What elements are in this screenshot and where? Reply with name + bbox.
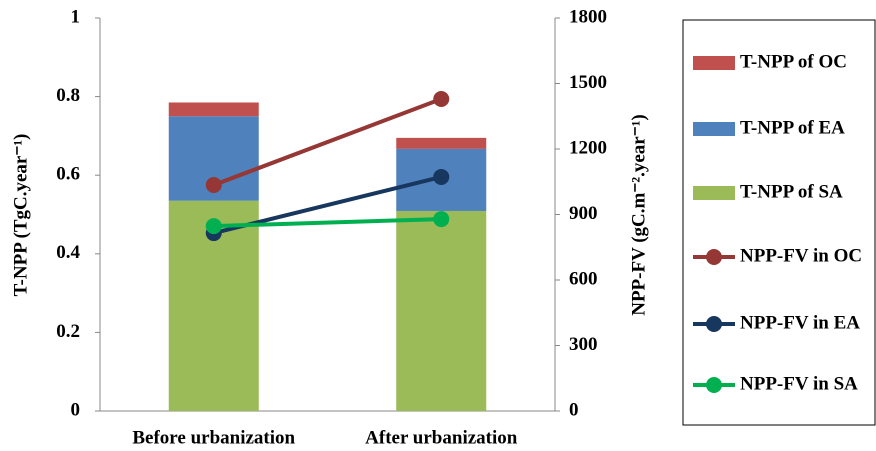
legend-label: T-NPP of OC	[740, 51, 847, 72]
y2-tick-label: 300	[569, 334, 598, 355]
line-marker	[205, 177, 222, 194]
bar-segment	[396, 210, 487, 411]
y2-tick-label: 1200	[569, 137, 607, 158]
line-marker	[205, 218, 222, 235]
y2-tick-label: 600	[569, 268, 598, 289]
y-tick-label: 0.6	[56, 164, 80, 185]
legend-label: T-NPP of EA	[740, 117, 845, 138]
line	[213, 97, 442, 187]
y-tick-label: 0	[71, 399, 81, 420]
y2-tick-label: 1500	[569, 72, 607, 93]
legend-label: NPP-FV in EA	[740, 312, 860, 333]
y2-tick-label: 1800	[569, 6, 607, 27]
legend-label: NPP-FV in OC	[740, 245, 862, 266]
line	[213, 217, 442, 229]
legend-marker	[706, 249, 722, 265]
y-tick-label: 0.2	[56, 321, 80, 342]
x-tick-label: Before urbanization	[132, 427, 295, 448]
y2-axis-title: NPP-FV (gC.m⁻².year⁻¹)	[628, 114, 649, 316]
legend-box	[682, 19, 876, 426]
legend-swatch	[693, 122, 735, 136]
y-axis-title: T-NPP (TgC.year⁻¹)	[10, 134, 31, 297]
y-tick-label: 0.8	[56, 85, 80, 106]
legend-label: T-NPP of SA	[740, 181, 843, 202]
legend-marker	[706, 316, 722, 332]
bar-segment	[168, 102, 259, 117]
line-marker	[433, 168, 450, 185]
y2-tick-label: 0	[569, 399, 579, 420]
bar-segment	[396, 137, 487, 149]
y-tick-label: 0.4	[56, 242, 80, 263]
legend-swatch	[693, 186, 735, 200]
y2-tick-label: 900	[569, 203, 598, 224]
y-tick-label: 1	[71, 6, 81, 27]
legend-swatch	[693, 56, 735, 70]
line-marker	[433, 91, 450, 108]
legend-label: NPP-FV in SA	[740, 373, 858, 394]
x-tick-label: After urbanization	[365, 427, 518, 448]
line-marker	[433, 211, 450, 228]
legend-marker	[706, 377, 722, 393]
